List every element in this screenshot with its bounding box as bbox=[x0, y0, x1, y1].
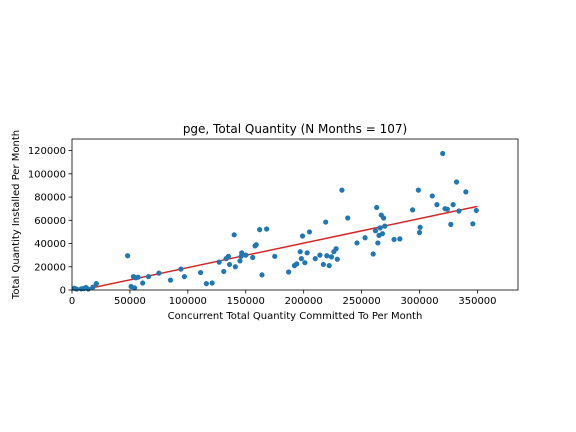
data-point bbox=[378, 225, 383, 230]
data-point bbox=[264, 226, 269, 231]
data-point bbox=[299, 256, 304, 261]
data-point bbox=[94, 281, 99, 286]
data-point bbox=[434, 202, 439, 207]
x-axis-ticks: 0 50000 100000 150000 200000 250000 300000 3500… bbox=[69, 290, 497, 307]
data-point bbox=[204, 281, 209, 286]
data-point bbox=[440, 151, 445, 156]
data-point bbox=[397, 236, 402, 241]
data-point bbox=[418, 225, 423, 230]
data-point bbox=[226, 254, 231, 259]
data-point bbox=[286, 269, 291, 274]
y-tick-label: 80000 bbox=[34, 193, 66, 204]
y-tick-label: 100000 bbox=[28, 169, 66, 180]
data-point bbox=[307, 229, 312, 234]
data-point bbox=[233, 264, 238, 269]
data-point bbox=[380, 231, 385, 236]
data-point bbox=[250, 255, 255, 260]
data-point bbox=[373, 228, 378, 233]
data-point bbox=[305, 250, 310, 255]
y-tick-label: 40000 bbox=[34, 239, 66, 250]
data-point bbox=[470, 221, 475, 226]
data-point bbox=[371, 251, 376, 256]
fit-layer bbox=[82, 206, 478, 290]
data-point bbox=[362, 235, 367, 240]
data-point bbox=[391, 237, 396, 242]
data-point bbox=[182, 274, 187, 279]
data-point bbox=[329, 254, 334, 259]
x-tick-label: 200000 bbox=[285, 296, 323, 307]
fit-line bbox=[82, 206, 478, 290]
x-tick-label: 300000 bbox=[400, 296, 438, 307]
data-point bbox=[125, 253, 130, 258]
data-point bbox=[294, 261, 299, 266]
data-point bbox=[430, 193, 435, 198]
x-tick-label: 100000 bbox=[169, 296, 207, 307]
data-point bbox=[454, 179, 459, 184]
x-tick-label: 150000 bbox=[227, 296, 265, 307]
data-point bbox=[354, 240, 359, 245]
data-point bbox=[463, 189, 468, 194]
data-point bbox=[135, 275, 140, 280]
data-points bbox=[72, 151, 479, 292]
data-point bbox=[374, 205, 379, 210]
data-point bbox=[474, 208, 479, 213]
x-tick-label: 250000 bbox=[343, 296, 381, 307]
data-point bbox=[324, 253, 329, 258]
y-tick-label: 120000 bbox=[28, 146, 66, 157]
data-point bbox=[259, 272, 264, 277]
data-point bbox=[339, 188, 344, 193]
data-point bbox=[254, 242, 259, 247]
data-point bbox=[445, 207, 450, 212]
data-point bbox=[210, 280, 215, 285]
data-point bbox=[146, 274, 151, 279]
data-point bbox=[298, 249, 303, 254]
data-point bbox=[334, 246, 339, 251]
data-point bbox=[140, 280, 145, 285]
data-point bbox=[456, 208, 461, 213]
data-point bbox=[156, 271, 161, 276]
data-point bbox=[257, 227, 262, 232]
data-point bbox=[327, 263, 332, 268]
chart-title: pge, Total Quantity (N Months = 107) bbox=[183, 122, 407, 136]
data-point bbox=[227, 262, 232, 267]
data-point bbox=[451, 202, 456, 207]
data-point bbox=[74, 286, 79, 291]
data-point bbox=[221, 269, 226, 274]
data-point bbox=[243, 253, 248, 258]
data-point bbox=[237, 258, 242, 263]
data-point bbox=[416, 188, 421, 193]
data-point bbox=[300, 233, 305, 238]
data-point bbox=[382, 224, 387, 229]
data-point bbox=[86, 286, 91, 291]
y-axis-label: Total Quantity Installed Per Month bbox=[11, 130, 22, 300]
data-point bbox=[198, 270, 203, 275]
y-axis-ticks: 0 20000 40000 60000 80000 100000 120000 bbox=[28, 146, 72, 296]
x-tick-label: 350000 bbox=[458, 296, 496, 307]
data-point bbox=[323, 219, 328, 224]
data-point bbox=[381, 215, 386, 220]
data-point bbox=[232, 232, 237, 237]
data-point bbox=[178, 266, 183, 271]
data-point bbox=[302, 260, 307, 265]
data-point bbox=[448, 222, 453, 227]
y-tick-label: 20000 bbox=[34, 262, 66, 273]
data-point bbox=[375, 240, 380, 245]
y-tick-label: 0 bbox=[60, 286, 66, 297]
data-point bbox=[217, 260, 222, 265]
data-point bbox=[321, 262, 326, 267]
data-point bbox=[410, 207, 415, 212]
x-tick-label: 50000 bbox=[114, 296, 146, 307]
data-point bbox=[335, 257, 340, 262]
x-axis-label: Concurrent Total Quantity Committed To P… bbox=[168, 311, 423, 322]
x-tick-label: 0 bbox=[69, 296, 75, 307]
y-tick-label: 60000 bbox=[34, 216, 66, 227]
data-point bbox=[168, 278, 173, 283]
data-point bbox=[272, 254, 277, 259]
data-point bbox=[417, 230, 422, 235]
data-point bbox=[345, 215, 350, 220]
data-point bbox=[317, 253, 322, 258]
data-point bbox=[313, 256, 318, 261]
